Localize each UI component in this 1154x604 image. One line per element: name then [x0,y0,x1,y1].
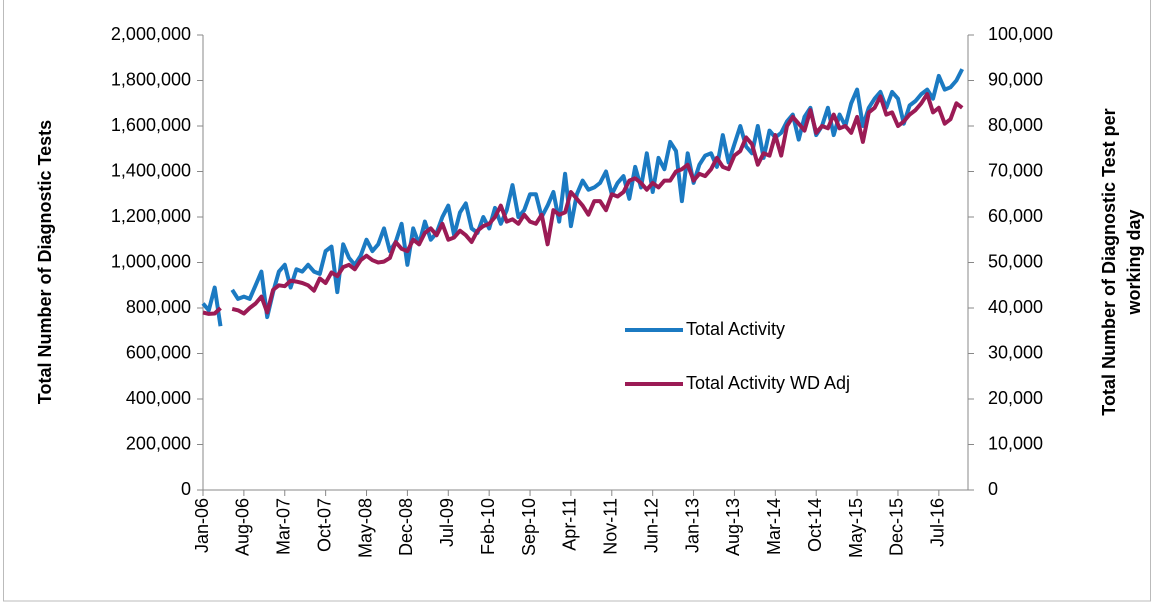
y-tick-label: 0 [181,479,191,499]
y-tick-label: 1,800,000 [111,69,191,89]
x-tick-label: Mar-14 [764,498,784,555]
y2-tick-label: 50,000 [988,251,1043,271]
y-tick-label: 200,000 [126,433,191,453]
x-tick-label: May-15 [846,498,866,558]
y-tick-label: 1,600,000 [111,115,191,135]
x-tick-label: May-08 [355,498,375,558]
x-tick-label: Jul-09 [437,498,457,547]
x-tick-label: Dec-08 [396,498,416,556]
y2-tick-label: 0 [988,479,998,499]
x-tick-label: Oct-14 [805,498,825,552]
y-tick-label: 1,200,000 [111,206,191,226]
y-axis-title: Total Number of Diagnostic Tests [35,120,55,404]
y2-axis-title: Total Number of Diagnostic Test per [1099,108,1119,415]
y2-tick-label: 100,000 [988,24,1053,44]
x-tick-label: Sep-10 [519,498,539,556]
y2-tick-label: 20,000 [988,388,1043,408]
x-tick-label: Jan-13 [682,498,702,553]
y2-tick-label: 90,000 [988,69,1043,89]
series-line [201,68,964,327]
x-tick-label: Dec-15 [887,498,907,556]
y2-tick-label: 30,000 [988,342,1043,362]
x-tick-label: Mar-07 [274,498,294,555]
x-tick-label: Aug-06 [233,498,253,556]
y-tick-label: 1,400,000 [111,160,191,180]
legend-label: Total Activity [686,319,785,339]
y2-axis-title: working day [1124,209,1144,315]
y2-tick-label: 10,000 [988,433,1043,453]
series-line [202,92,964,316]
y-tick-label: 2,000,000 [111,24,191,44]
chart-border [3,0,1151,602]
y2-tick-label: 80,000 [988,115,1043,135]
x-tick-label: Jul-16 [928,498,948,547]
legend-label: Total Activity WD Adj [686,373,850,393]
y-tick-label: 800,000 [126,297,191,317]
x-tick-label: Oct-07 [314,498,334,552]
y-tick-label: 1,000,000 [111,251,191,271]
y-tick-label: 400,000 [126,388,191,408]
x-tick-label: Jan-06 [192,498,212,553]
x-tick-label: Apr-11 [560,498,580,551]
x-tick-label: Feb-10 [478,498,498,555]
y2-tick-label: 70,000 [988,160,1043,180]
y2-tick-label: 40,000 [988,297,1043,317]
y2-tick-label: 60,000 [988,206,1043,226]
x-tick-label: Aug-13 [723,498,743,556]
x-tick-label: Jun-12 [641,498,661,553]
y-tick-label: 600,000 [126,342,191,362]
x-tick-label: Nov-11 [601,498,621,555]
